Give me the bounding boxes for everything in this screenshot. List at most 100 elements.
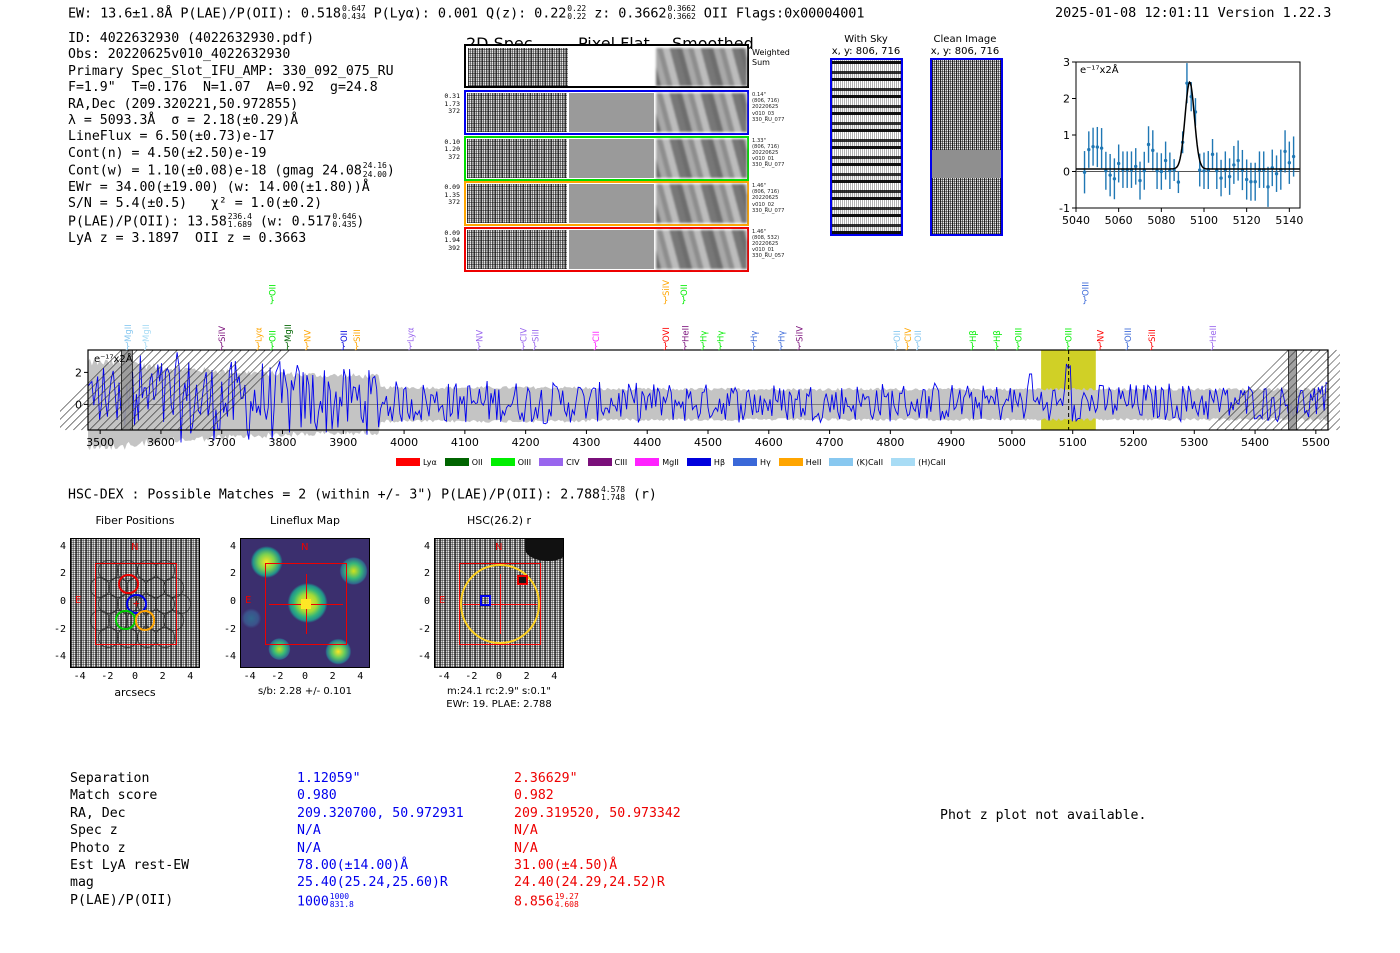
row-value-blue: 209.320700, 50.972931 (297, 805, 464, 821)
header-plya: P(Lyα): 0.001 (373, 5, 478, 22)
extraction-box (94, 562, 178, 646)
row-value-blue: N/A (297, 840, 321, 856)
cutout-panel-title: Fiber Positions (95, 514, 175, 527)
svg-text:}: } (1210, 342, 1216, 352)
svg-text:SiII: SiII (353, 329, 363, 342)
legend-item: Hβ (686, 458, 725, 467)
withsky-title: With Sky (844, 34, 888, 45)
row-value-blue: N/A (297, 823, 321, 839)
spec2d-row (464, 135, 749, 181)
legend-swatch (490, 458, 515, 466)
table-row: Separation 1.12059" 2.36629" (70, 771, 681, 786)
withsky-image (830, 58, 903, 236)
spec2d-meta-1: (808, 532) (752, 234, 780, 241)
svg-text:3: 3 (1063, 56, 1070, 69)
row-label: RA, Dec (70, 805, 126, 821)
spec2d-meta-2: 20220625 (752, 195, 779, 202)
svg-text:OIII: OIII (1124, 328, 1134, 342)
clean-image (930, 58, 1003, 236)
svg-text:}: } (681, 296, 687, 306)
spec2d-stat-1: 1.20 (444, 145, 460, 154)
table-row: mag 25.40(25.24,25.60)R 24.40(24.29,24.52)… (70, 875, 681, 890)
svg-text:4400: 4400 (633, 436, 661, 449)
header-flags: Flags:0x00004001 (735, 5, 865, 22)
info-plae-hi: 236.4 (227, 211, 252, 221)
row-value-red: 24.40(24.29,24.52)R (514, 875, 665, 891)
svg-text:3500: 3500 (86, 436, 114, 449)
pixel-flat-cutout (569, 184, 654, 223)
legend-item: (K)CaII (829, 458, 883, 467)
header-z-species: OII (703, 5, 728, 22)
svg-text:Hγ: Hγ (717, 331, 727, 342)
smoothed-cutout (656, 184, 747, 223)
svg-text:}: } (894, 342, 900, 352)
legend-swatch (733, 458, 758, 466)
svg-text:OIII: OIII (1015, 328, 1025, 342)
axis-tick-x: -2 (101, 671, 114, 682)
info-obs: Obs: 20220625v010_4022632930 (68, 47, 291, 63)
svg-text:}: } (778, 342, 784, 352)
header-plae-lo: 0.434 (341, 12, 366, 22)
axis-tick-y: 0 (423, 596, 430, 607)
weighted-sum-row (464, 44, 749, 88)
svg-text:}: } (796, 342, 802, 352)
svg-text:5400: 5400 (1241, 436, 1269, 449)
info-plae: P(LAE)/P(OII): 13.58236.4 1.689 (w: 0.517… (68, 211, 395, 231)
axis-tick-y: -4 (223, 651, 236, 663)
spec2d-row-meta: 1.33" (806, 716) 20220625 v010_01 330_RU_077 (752, 138, 812, 169)
compass-e: E (245, 595, 252, 606)
svg-text:CIV: CIV (904, 328, 914, 342)
row-value-red: 0.982 (514, 788, 554, 804)
svg-text:4200: 4200 (512, 436, 540, 449)
legend-item: Hγ (733, 458, 771, 467)
axis-label-x: arcsecs (114, 686, 156, 699)
info-cont-w: Cont(w) = 1.10(±0.08)e-18 (gmag 24.0824.… (68, 162, 395, 180)
axis-tick-x: 0 (131, 671, 139, 682)
row-value-blue: 10001000 831.8 (297, 891, 354, 910)
row-value-red: N/A (514, 823, 538, 839)
axis-tick-x: 2 (523, 671, 530, 682)
detection-info-block: ID: 4022632930 (4022632930.pdf) Obs: 202… (68, 31, 395, 247)
info-cont-w-end: ) (386, 163, 395, 179)
header-z: z: 0.3662 (594, 5, 667, 22)
spec2d-meta-4: 330_RU_077 (752, 116, 785, 123)
svg-text:5040: 5040 (1062, 214, 1090, 227)
row-value-blue: 1.12059" (297, 771, 361, 786)
spec2d-stat-2: 372 (448, 152, 460, 161)
svg-text:}: } (905, 342, 911, 352)
spec2d-meta-0: 1.46" (752, 228, 766, 235)
legend-label: (H)CaII (918, 458, 946, 467)
table-row: RA, Dec 209.320700, 50.972931 209.319520, … (70, 806, 681, 821)
legend-swatch (444, 458, 469, 466)
table-row-plae: P(LAE)/P(OII) 10001000 831.8 8.85619.27 4.60… (70, 891, 681, 910)
svg-text:SiII: SiII (1148, 329, 1158, 342)
legend-label: (K)CaII (856, 458, 884, 467)
spec2d-row-stats: 0.09 1.35 372 (420, 183, 460, 207)
row-label: Est LyA rest-EW (70, 858, 190, 874)
svg-text:}: } (663, 296, 669, 306)
smoothed-cutout (656, 138, 747, 178)
svg-text:Lyα: Lyα (255, 327, 265, 342)
axis-tick-x: -4 (73, 671, 86, 682)
info-seeing: F=1.9" T=0.176 N=1.07 A=0.92 g=24.8 (68, 80, 378, 96)
axis-tick-y: -2 (53, 623, 66, 635)
pixel-flat-cutout (569, 229, 654, 269)
spec2d-meta-0: 1.33" (752, 137, 766, 144)
svg-text:}: } (269, 296, 275, 306)
spec2d-stat-2: 372 (448, 107, 460, 116)
svg-text:}: } (1125, 342, 1131, 352)
axis-tick-x: 4 (357, 671, 364, 682)
header-version: Version 1.22.3 (1217, 5, 1332, 21)
svg-text:OII: OII (893, 330, 903, 342)
smoothed-cutout (656, 93, 747, 132)
cutout-title-clean: Clean Image x, y: 806, 716 (920, 34, 1010, 58)
svg-text:Hγ: Hγ (777, 331, 787, 342)
svg-text:5300: 5300 (1180, 436, 1208, 449)
axis-tick-y: 4 (59, 540, 66, 552)
legend-swatch (778, 458, 803, 466)
svg-text:}: } (1065, 342, 1071, 352)
svg-text:5060: 5060 (1105, 214, 1133, 227)
center-marker: + (133, 597, 140, 610)
info-plae-text: P(LAE)/P(OII): 13.58 (68, 214, 227, 230)
spec2d-stat-1: 1.35 (444, 190, 460, 199)
